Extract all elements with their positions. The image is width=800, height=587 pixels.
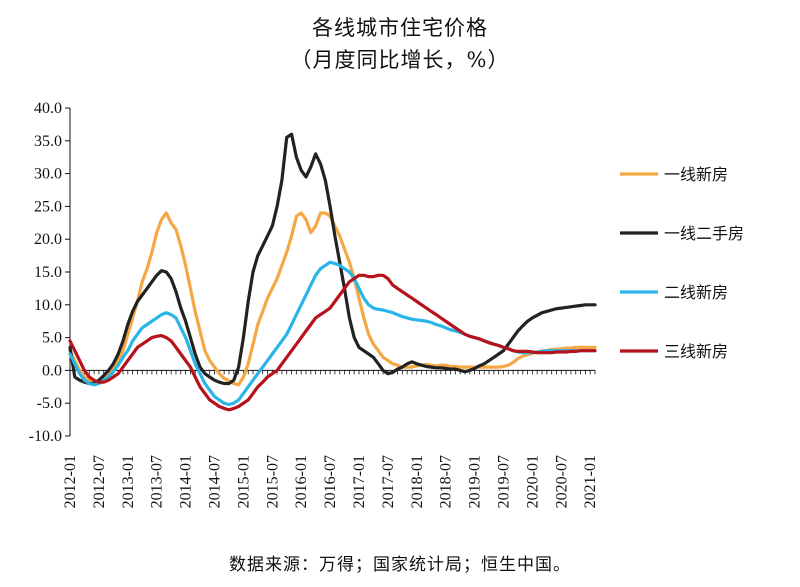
y-tick-label: 35.0: [34, 133, 62, 150]
y-tick-label: 5.0: [42, 330, 62, 347]
x-tick-label: 2018-07: [438, 455, 455, 508]
x-tick-label: 2017-07: [380, 455, 397, 508]
x-tick-label: 2013-07: [149, 455, 166, 508]
x-tick-label: 2015-01: [235, 455, 252, 508]
series-line: [68, 211, 597, 387]
y-tick-label: 15.0: [34, 264, 62, 281]
x-tick-label: 2020-07: [553, 455, 570, 508]
y-tick-label: 10.0: [34, 297, 62, 314]
y-tick-label: 25.0: [34, 198, 62, 215]
chart-subtitle: （月度同比增长，%）: [290, 48, 510, 72]
x-tick-label: 2018-01: [409, 455, 426, 508]
x-tick-label: 2020-01: [524, 455, 541, 508]
y-tick-label: 40.0: [34, 100, 62, 117]
y-tick-label: -10.0: [29, 428, 62, 445]
series-line: [68, 273, 597, 412]
x-tick-label: 2015-07: [264, 455, 281, 508]
x-tick-label: 2016-07: [322, 455, 339, 508]
legend-label: 三线新房: [664, 342, 728, 361]
y-tick-label: 0.0: [42, 362, 62, 379]
x-tick-label: 2014-07: [206, 455, 223, 508]
x-tick-label: 2012-01: [62, 455, 79, 508]
x-tick-label: 2019-07: [495, 455, 512, 508]
chart-source-note: 数据来源：万得；国家统计局；恒生中国。: [229, 555, 571, 575]
x-tick-label: 2013-01: [120, 455, 137, 508]
chart-title: 各线城市住宅价格: [312, 16, 488, 40]
x-tick-label: 2021-01: [582, 455, 599, 508]
y-tick-label: 30.0: [34, 166, 62, 183]
legend-label: 一线二手房: [664, 224, 744, 243]
x-tick-label: 2017-01: [351, 455, 368, 508]
legend-label: 二线新房: [664, 283, 728, 302]
chart-axes: 40.0 35.0 30.0 25.0 20.0 15.0 10.0 5.0 0.0 -5.0 -1…: [29, 100, 600, 508]
series-line: [68, 132, 597, 386]
x-tick-label: 2014-01: [178, 455, 195, 508]
x-tick-label: 2016-01: [293, 455, 310, 508]
x-tick-label: 2012-07: [91, 455, 108, 508]
y-tick-label: 20.0: [34, 231, 62, 248]
x-tick-label: 2019-01: [467, 455, 484, 508]
legend-label: 一线新房: [664, 165, 728, 184]
y-tick-label: -5.0: [37, 395, 62, 412]
chart-series: [68, 132, 597, 412]
